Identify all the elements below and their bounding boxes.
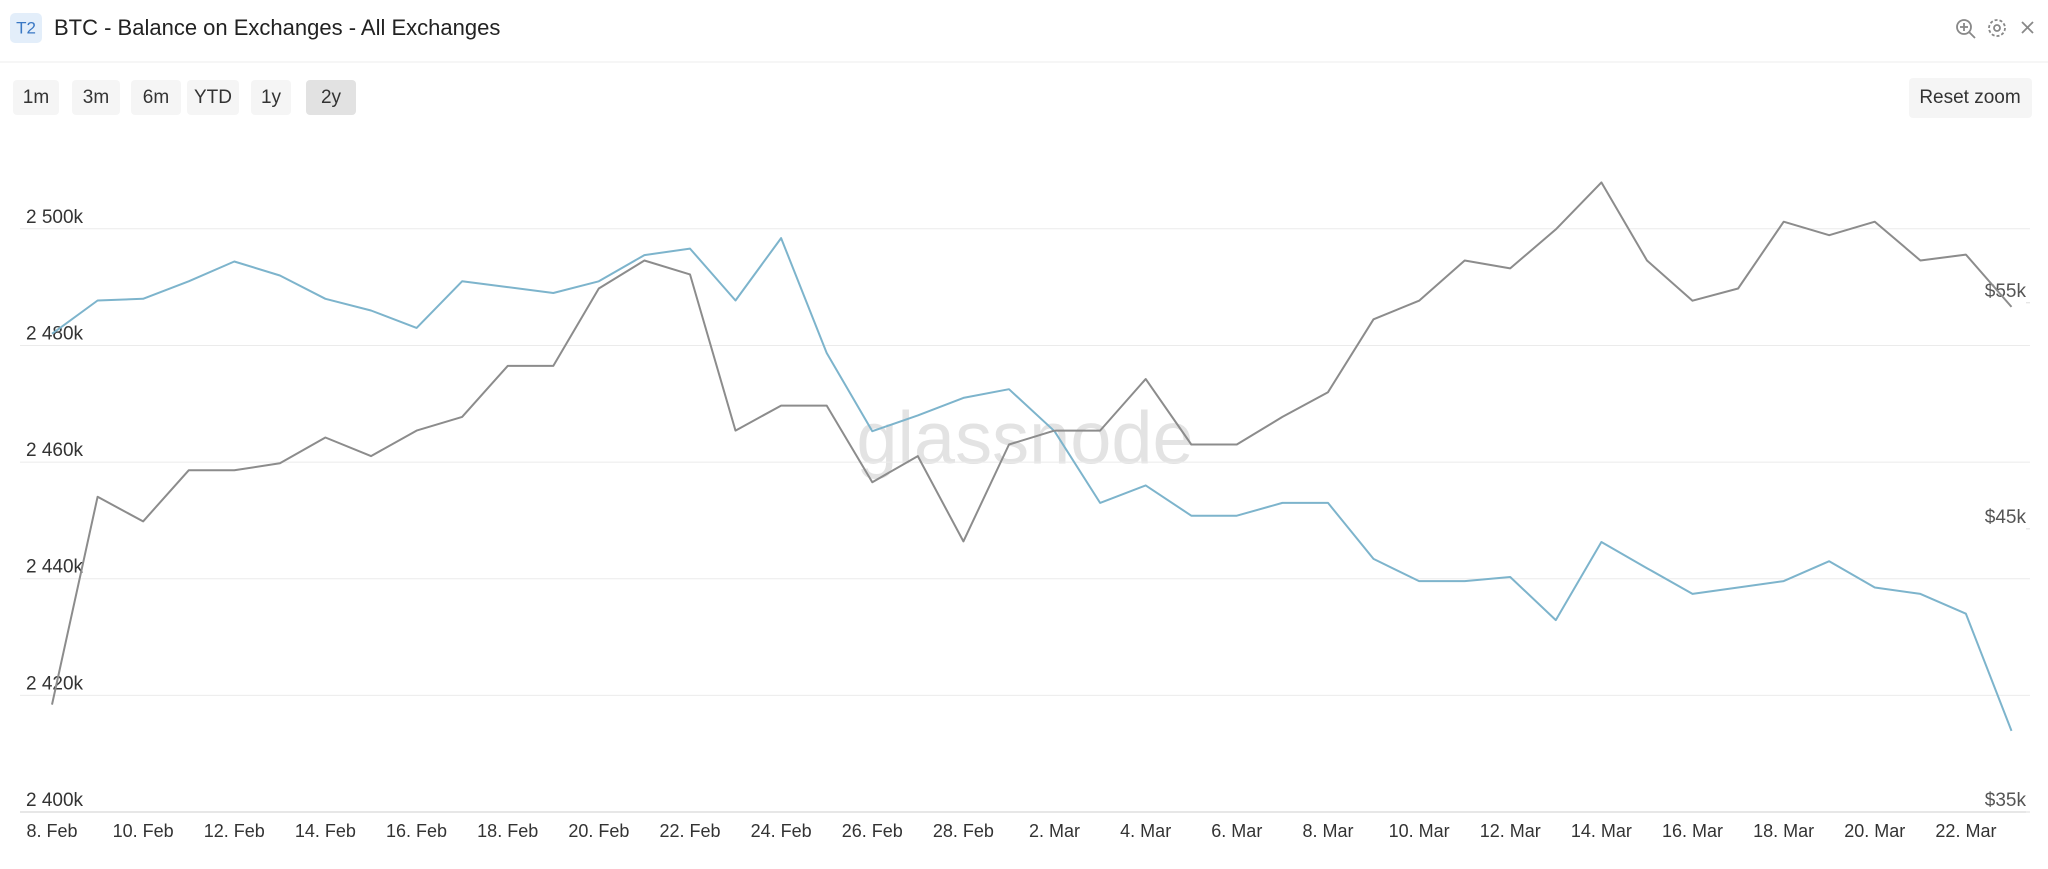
x-tick-label: 20. Mar (1844, 821, 1905, 841)
close-icon[interactable] (2021, 21, 2034, 34)
y-tick-label: 2 480k (26, 323, 84, 344)
watermark: glassnode (856, 397, 1193, 480)
x-tick-label: 22. Mar (1935, 821, 1996, 841)
range-button-bg (306, 80, 356, 115)
x-tick-label: 16. Mar (1662, 821, 1723, 841)
x-tick-label: 18. Mar (1753, 821, 1814, 841)
x-tick-label: 2. Mar (1029, 821, 1080, 841)
x-tick-label: 10. Feb (113, 821, 174, 841)
reset-zoom-button[interactable]: Reset zoom (1909, 78, 2032, 118)
badge-box (10, 13, 42, 43)
range-button[interactable]: YTD (187, 80, 239, 115)
x-tick-label: 8. Mar (1302, 821, 1353, 841)
plot: glassnode 2 400k 2 420k 2 440k 2 460k 2 480k 2… (20, 181, 2030, 841)
y-tick-label: 2 440k (26, 557, 84, 578)
x-tick-label: 22. Feb (659, 821, 720, 841)
badge: T2 (16, 18, 36, 37)
range-button-label: 2y (321, 87, 342, 108)
x-tick-label: 4. Mar (1120, 821, 1171, 841)
title: BTC - Balance on Exchanges - All Exchang… (54, 15, 500, 40)
x-tick-label: 14. Feb (295, 821, 356, 841)
range-button-label: 1y (261, 87, 282, 108)
x-tick-label: 16. Feb (386, 821, 447, 841)
range-button-label: YTD (194, 87, 232, 108)
y2-tick-label: $35k (1985, 790, 2027, 811)
series-line (51, 181, 2013, 705)
x-tick-label: 12. Feb (204, 821, 265, 841)
y-tick-label: 2 420k (26, 673, 84, 694)
x-tick-label: 26. Feb (842, 821, 903, 841)
zoom-icon[interactable] (1956, 19, 1976, 39)
y-tick-label: 2 500k (26, 207, 84, 228)
y-tick-label: 2 400k (26, 790, 84, 811)
range-button-label: 1m (23, 87, 49, 108)
range-button-bg (13, 80, 59, 115)
x-tick-label: 8. Feb (26, 821, 77, 841)
x-tick-label: 24. Feb (751, 821, 812, 841)
range-button[interactable]: 6m (131, 80, 181, 115)
range-button-bg (187, 80, 239, 115)
range-button[interactable]: 3m (72, 80, 120, 115)
range-button-label: 3m (83, 87, 109, 108)
x-tick-label: 28. Feb (933, 821, 994, 841)
x-tick-label: 10. Mar (1389, 821, 1450, 841)
y2-tick-label: $55k (1985, 281, 2027, 302)
range-button[interactable]: 1m (13, 80, 59, 115)
settings-icon[interactable] (1988, 19, 2006, 37)
range-button[interactable]: 2y (306, 80, 356, 115)
y-tick-label: 2 460k (26, 440, 84, 461)
range-button[interactable]: 1y (251, 80, 291, 115)
x-tick-label: 14. Mar (1571, 821, 1632, 841)
x-tick-label: 6. Mar (1211, 821, 1262, 841)
x-tick-label: 18. Feb (477, 821, 538, 841)
range-button-label: 6m (143, 87, 169, 108)
range-button-bg (251, 80, 291, 115)
x-tick-label: 12. Mar (1480, 821, 1541, 841)
x-tick-label: 20. Feb (568, 821, 629, 841)
series-line (51, 237, 2013, 732)
y2-tick-label: $45k (1985, 507, 2027, 528)
range-button-bg (72, 80, 120, 115)
reset-zoom-label: Reset zoom (1919, 87, 2020, 108)
range-button-bg (131, 80, 181, 115)
